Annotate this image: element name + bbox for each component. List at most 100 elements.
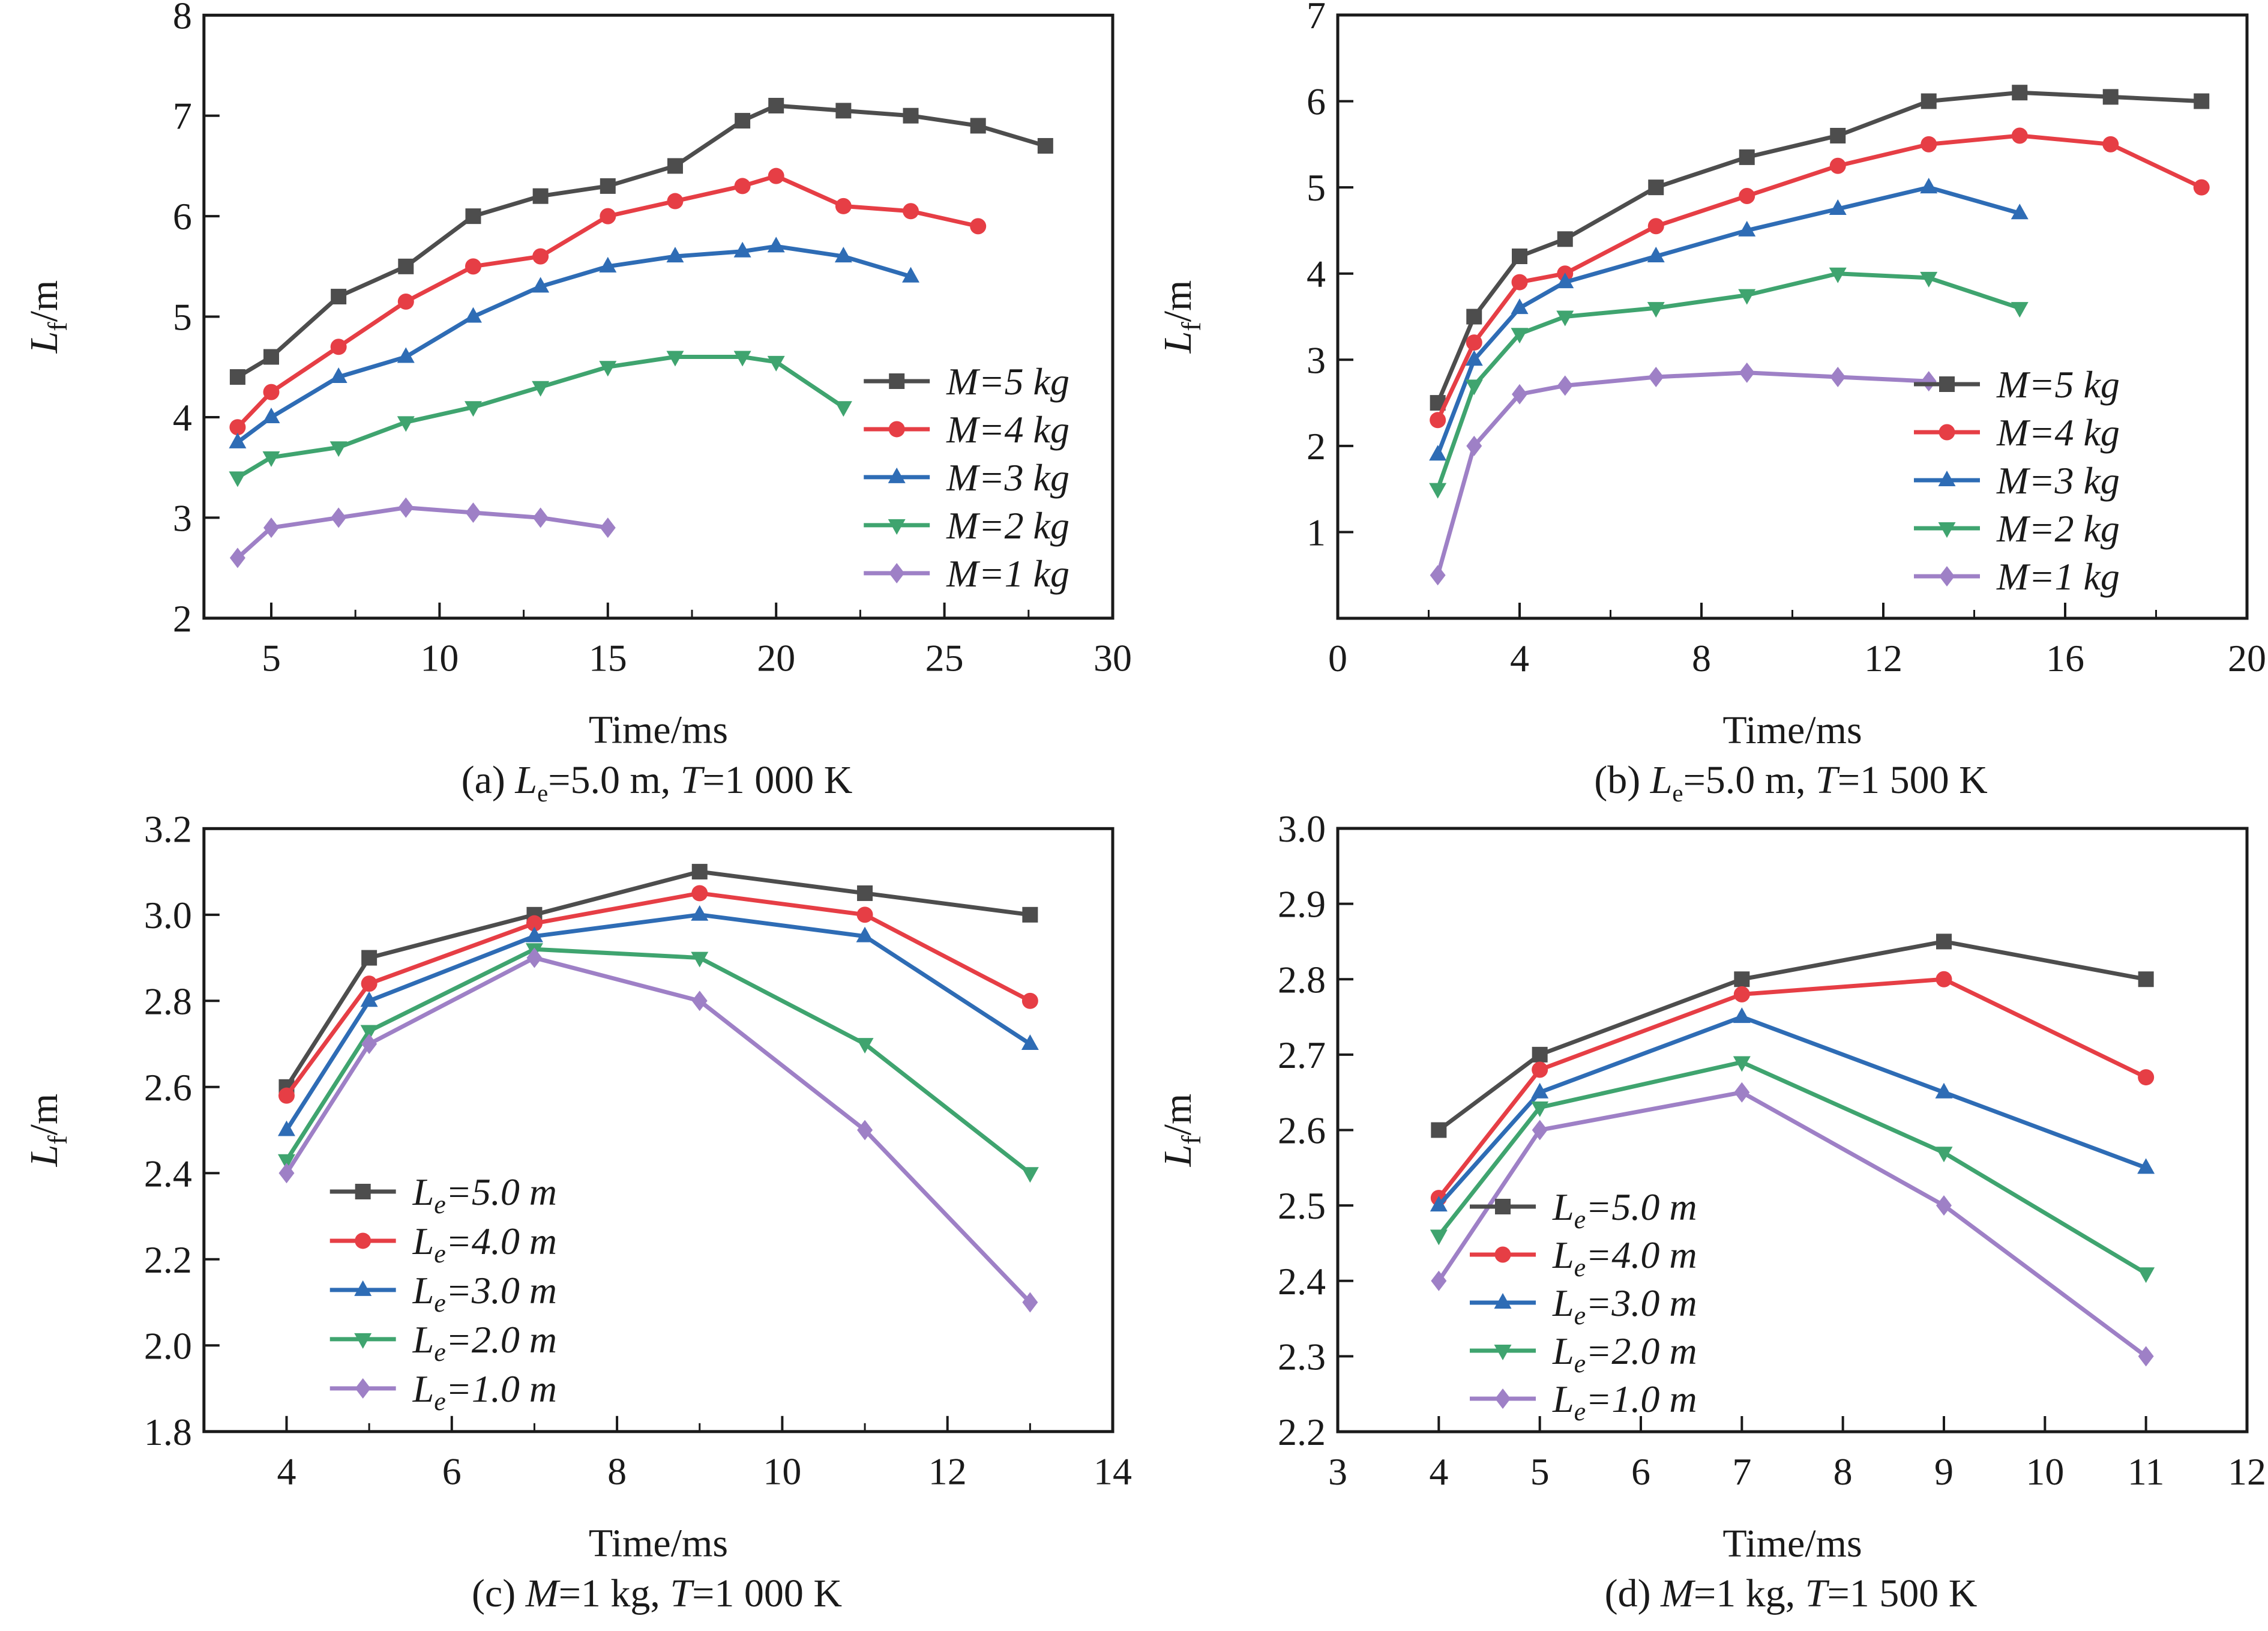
legend-label: M=1 kg — [946, 552, 1069, 595]
legend-item-4: M=1 kg — [1914, 555, 2120, 598]
caption-var2-value: =1 500 K — [1827, 1572, 1978, 1615]
y-tick-label: 6 — [173, 195, 192, 238]
series-0 — [229, 97, 1053, 385]
ticks — [203, 14, 1114, 620]
y-tick-label: 2.8 — [144, 980, 192, 1022]
series-3 — [1430, 1056, 2155, 1283]
legend-label: Le=4.0 m — [412, 1220, 557, 1268]
series-2 — [1429, 178, 2029, 461]
x-tick-label: 11 — [2128, 1450, 2165, 1493]
y-tick-label: 2 — [173, 597, 192, 640]
caption-index: (d) — [1604, 1572, 1661, 1615]
caption-b: (b) Le=5.0 m, T=1 500 K — [1224, 756, 2268, 813]
x-tick-label: 16 — [2046, 637, 2084, 680]
legend-label: M=1 kg — [1996, 555, 2120, 598]
series-3 — [1429, 267, 2029, 499]
x-tick-label: 25 — [925, 637, 964, 680]
legend-item-1: Le=4.0 m — [329, 1220, 557, 1268]
legend-label: M=5 kg — [1996, 363, 2120, 406]
chart-panel-c: 4 6 8 10 12 14 1.8 2.0 2.2 2.4 2.6 2.8 3.0 3.2 Le=5.0 … — [0, 813, 1134, 1627]
x-tick-label: 6 — [442, 1450, 462, 1493]
y-tick-label: 1.8 — [144, 1411, 192, 1453]
legend: M=5 kg M=4 kg M=3 kg M=2 kg M=1 kg — [864, 360, 1069, 595]
x-tick-label: 10 — [2026, 1450, 2064, 1493]
legend-label: M=4 kg — [1996, 411, 2120, 454]
caption-var2: T — [1805, 1572, 1827, 1615]
caption-var1-value: =1 kg, — [558, 1572, 670, 1615]
legend-label: M=2 kg — [946, 504, 1069, 547]
x-tick-label: 8 — [607, 1450, 627, 1493]
caption-var1-value: =5.0 m, — [1683, 758, 1816, 802]
legend: Le=5.0 mLe=4.0 mLe=3.0 mLe=2.0 mLe=1.0 m — [329, 1171, 557, 1416]
y-tick-label: 4 — [1307, 253, 1326, 295]
chart-panel-b: 0 4 8 12 16 20 1 2 3 4 5 6 7 M=5 kg M=4 kg M=3 kg M=2 kg… — [1134, 0, 2268, 813]
y-tick-label: 2.3 — [1278, 1335, 1326, 1378]
legend-label: Le=5.0 m — [412, 1171, 557, 1219]
axes — [1336, 827, 2249, 1434]
ticks — [1337, 14, 2248, 618]
legend-label: Le=1.0 m — [412, 1367, 557, 1416]
y-tick-label: 4 — [173, 396, 192, 439]
x-axis-title: Time/ms — [1722, 1522, 1862, 1566]
caption-d: (d) M=1 kg, T=1 500 K — [1224, 1570, 2268, 1627]
x-tick-label: 10 — [420, 637, 459, 680]
y-tick-label: 2.0 — [144, 1324, 192, 1367]
legend-label: Le=3.0 m — [412, 1269, 557, 1318]
caption-var2-value: =1 000 K — [702, 758, 853, 802]
legend: Le=5.0 mLe=4.0 mLe=3.0 mLe=2.0 mLe=1.0 m — [1470, 1186, 1697, 1426]
legend-item-1: Le=4.0 m — [1470, 1234, 1697, 1282]
legend-label: Le=5.0 m — [1552, 1186, 1697, 1234]
y-tick-label: 3.0 — [1278, 813, 1326, 850]
y-tick-label: 2.7 — [1278, 1034, 1326, 1076]
legend-item-0: Le=5.0 m — [329, 1171, 557, 1219]
x-axis-title: Time/ms — [589, 708, 728, 752]
legend-label: Le=2.0 m — [412, 1318, 557, 1367]
y-tick-label: 2.9 — [1278, 883, 1326, 926]
x-tick-label: 12 — [1864, 637, 1903, 680]
tick-labels: 3 4 5 6 7 8 9 10 11 12 2.2 2.3 2.4 2.5 2.6 2.7 2.8 2.9 3.0 — [1278, 813, 2266, 1493]
series-0 — [1430, 85, 2210, 411]
y-tick-label: 2.5 — [1278, 1184, 1326, 1227]
legend-item-4: M=1 kg — [864, 552, 1069, 595]
ticks — [203, 827, 1114, 1433]
legend-label: Le=1.0 m — [1552, 1378, 1697, 1426]
series-2 — [1430, 1007, 2155, 1212]
x-tick-label: 4 — [1510, 637, 1529, 680]
y-tick-label: 7 — [1307, 0, 1326, 37]
legend-label: M=4 kg — [946, 408, 1069, 451]
x-tick-label: 0 — [1328, 637, 1347, 680]
caption-var2: T — [670, 1572, 693, 1615]
x-axis-title: Time/ms — [1722, 708, 1862, 752]
y-axis-title: Lf/m — [1156, 1094, 1206, 1168]
y-tick-label: 8 — [173, 0, 192, 37]
tick-labels: 5 10 15 20 25 30 2 3 4 5 6 7 8 — [173, 0, 1132, 680]
x-tick-label: 3 — [1328, 1450, 1347, 1493]
legend-item-3: M=2 kg — [864, 504, 1069, 547]
legend-item-2: M=3 kg — [1914, 459, 2120, 502]
legend-label: Le=3.0 m — [1552, 1282, 1697, 1330]
caption-var1: M — [525, 1572, 559, 1615]
chart-panel-a: 5 10 15 20 25 30 2 3 4 5 6 7 8 M=5 kg M=4 kg M=3 kg M=2 … — [0, 0, 1134, 813]
y-tick-label: 2 — [1307, 425, 1326, 468]
y-axis-title: Lf/m — [1156, 280, 1206, 354]
y-tick-label: 3.2 — [144, 813, 192, 850]
x-axis-title: Time/ms — [589, 1522, 728, 1566]
series-4 — [1431, 1082, 2154, 1367]
legend-item-3: M=2 kg — [1914, 507, 2120, 550]
series-0 — [1431, 933, 2154, 1138]
legend-item-4: Le=1.0 m — [1470, 1378, 1697, 1426]
x-tick-label: 4 — [1429, 1450, 1448, 1493]
legend-label: M=3 kg — [1996, 459, 2120, 502]
caption-var2-value: =1 500 K — [1837, 758, 1988, 802]
x-tick-label: 10 — [763, 1450, 801, 1493]
x-tick-label: 12 — [2228, 1450, 2266, 1493]
caption-index: (c) — [471, 1572, 526, 1615]
series-1 — [229, 167, 987, 436]
caption-var1: L — [515, 758, 538, 802]
y-tick-label: 3.0 — [144, 894, 192, 936]
legend-item-3: Le=2.0 m — [1470, 1330, 1697, 1378]
series-1 — [1430, 971, 2155, 1207]
x-tick-label: 20 — [2228, 637, 2266, 680]
